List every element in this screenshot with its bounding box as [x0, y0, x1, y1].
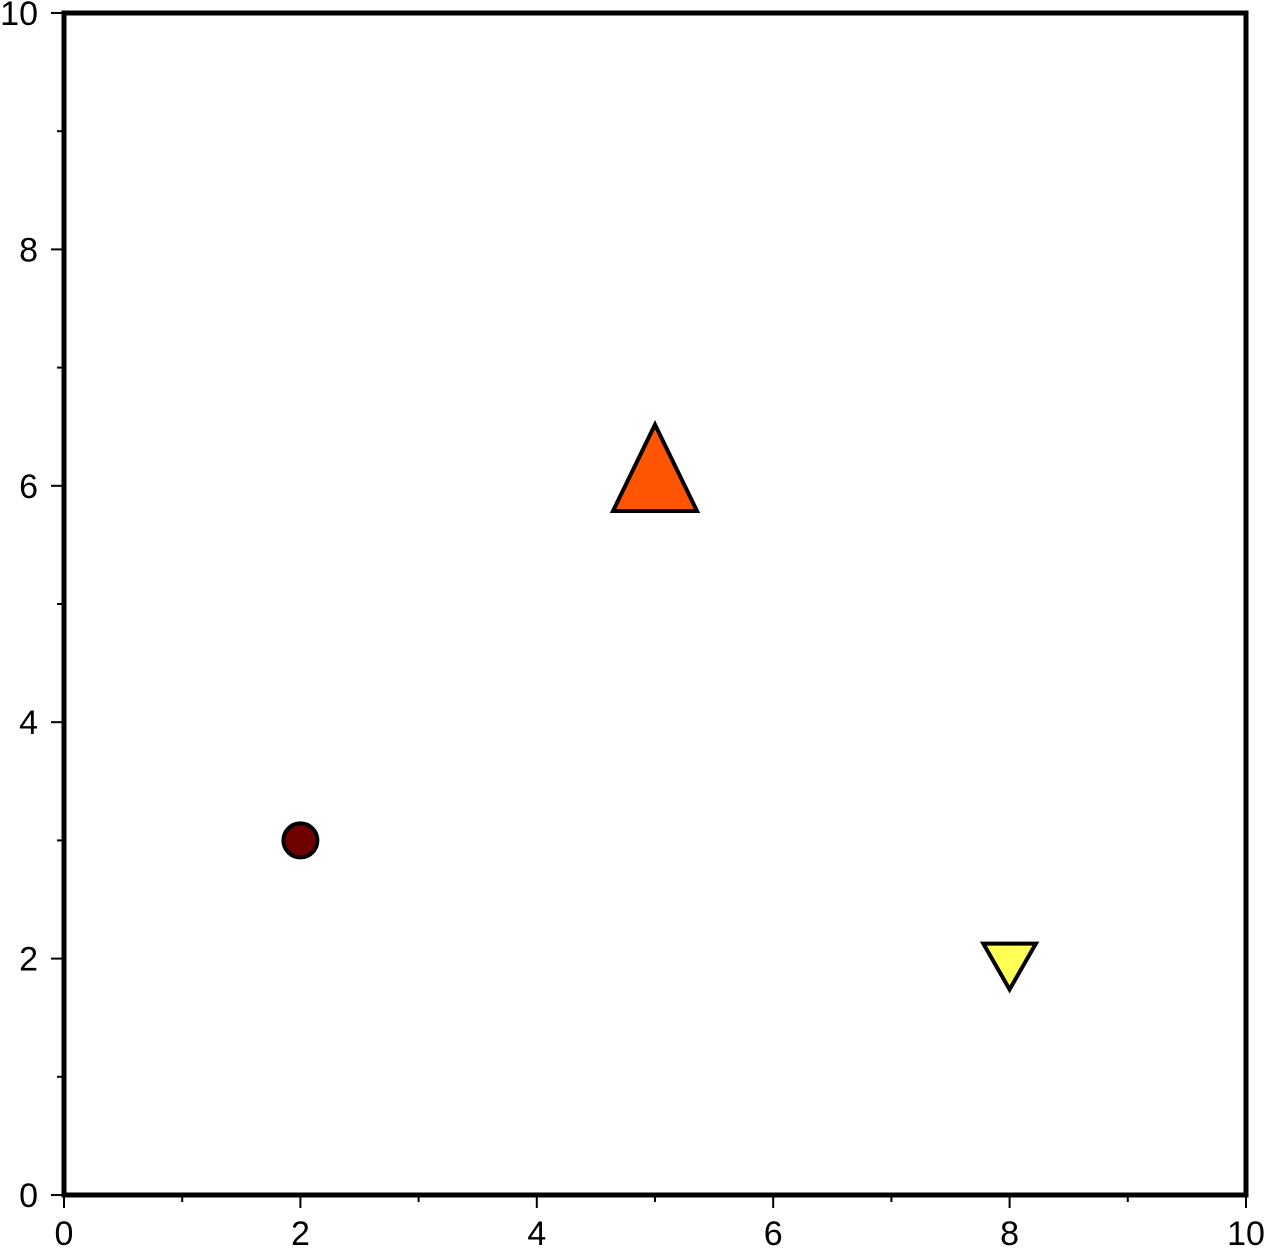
y-tick-label: 2 [19, 941, 38, 979]
x-tick-label: 10 [1227, 1215, 1265, 1249]
x-tick-label: 0 [55, 1215, 74, 1249]
triangle-down-marker [979, 941, 1040, 994]
axis-ticks [51, 12, 1247, 1208]
y-tick-label: 10 [0, 0, 38, 33]
x-tick-label: 4 [527, 1215, 546, 1249]
x-tick-label: 2 [291, 1215, 310, 1249]
circle-marker [281, 821, 320, 860]
x-tick-label: 8 [1000, 1215, 1019, 1249]
y-tick-label: 0 [19, 1177, 38, 1215]
plot-frame [61, 10, 1249, 1198]
x-tick-label: 6 [764, 1215, 783, 1249]
triangle-up-marker [609, 420, 701, 513]
y-tick-label: 4 [19, 704, 38, 742]
data-points [281, 420, 1040, 994]
y-tick-label: 8 [19, 231, 38, 269]
y-tick-label: 6 [19, 468, 38, 506]
